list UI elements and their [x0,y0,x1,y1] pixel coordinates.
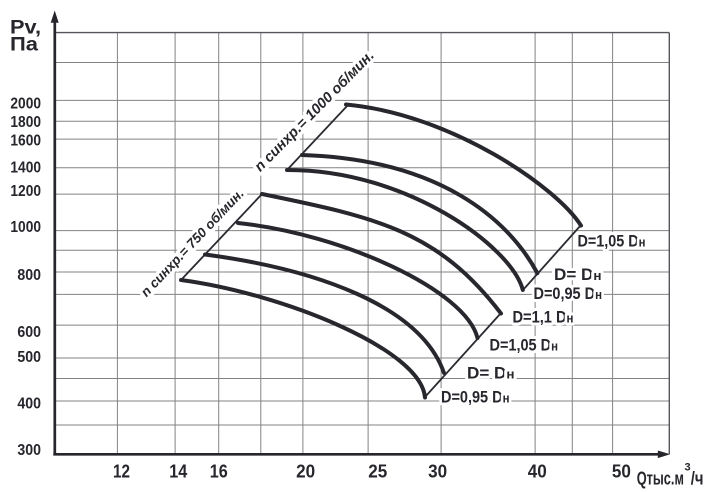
svg-text:30: 30 [428,462,447,482]
svg-text:D=1,05 Dн: D=1,05 Dн [490,337,559,355]
svg-text:1400: 1400 [10,160,41,177]
svg-text:500: 500 [17,349,41,366]
svg-text:D=1,05 Dн: D=1,05 Dн [578,233,646,251]
svg-text:14: 14 [169,462,187,482]
svg-text:50: 50 [612,462,631,482]
svg-text:1200: 1200 [10,183,41,200]
svg-text:D=1,1 Dн: D=1,1 Dн [513,309,574,327]
svg-text:25: 25 [368,462,387,482]
svg-text:Qтыс.м: Qтыс.м [637,468,684,488]
svg-text:16: 16 [210,462,228,482]
svg-text:D=0,95 Dн: D=0,95 Dн [534,285,603,303]
svg-text:D=0,95 Dн: D=0,95 Dн [441,389,510,407]
svg-text:2000: 2000 [10,95,41,112]
svg-text:600: 600 [17,324,41,341]
svg-text:D= Dн: D= Dн [467,365,515,383]
svg-text:800: 800 [17,267,41,284]
svg-text:D= Dн: D= Dн [554,266,602,284]
svg-text:12: 12 [113,462,130,482]
svg-text:1600: 1600 [10,132,41,149]
svg-text:Па: Па [10,35,38,56]
svg-text:20: 20 [296,462,315,482]
svg-text:1000: 1000 [10,219,41,236]
svg-text:/ч: /ч [691,468,704,488]
svg-text:40: 40 [528,462,547,482]
svg-text:1800: 1800 [10,114,41,131]
svg-text:3: 3 [685,462,691,474]
svg-text:400: 400 [17,396,41,413]
svg-text:300: 300 [17,442,41,459]
svg-text:Pv,: Pv, [10,18,41,39]
